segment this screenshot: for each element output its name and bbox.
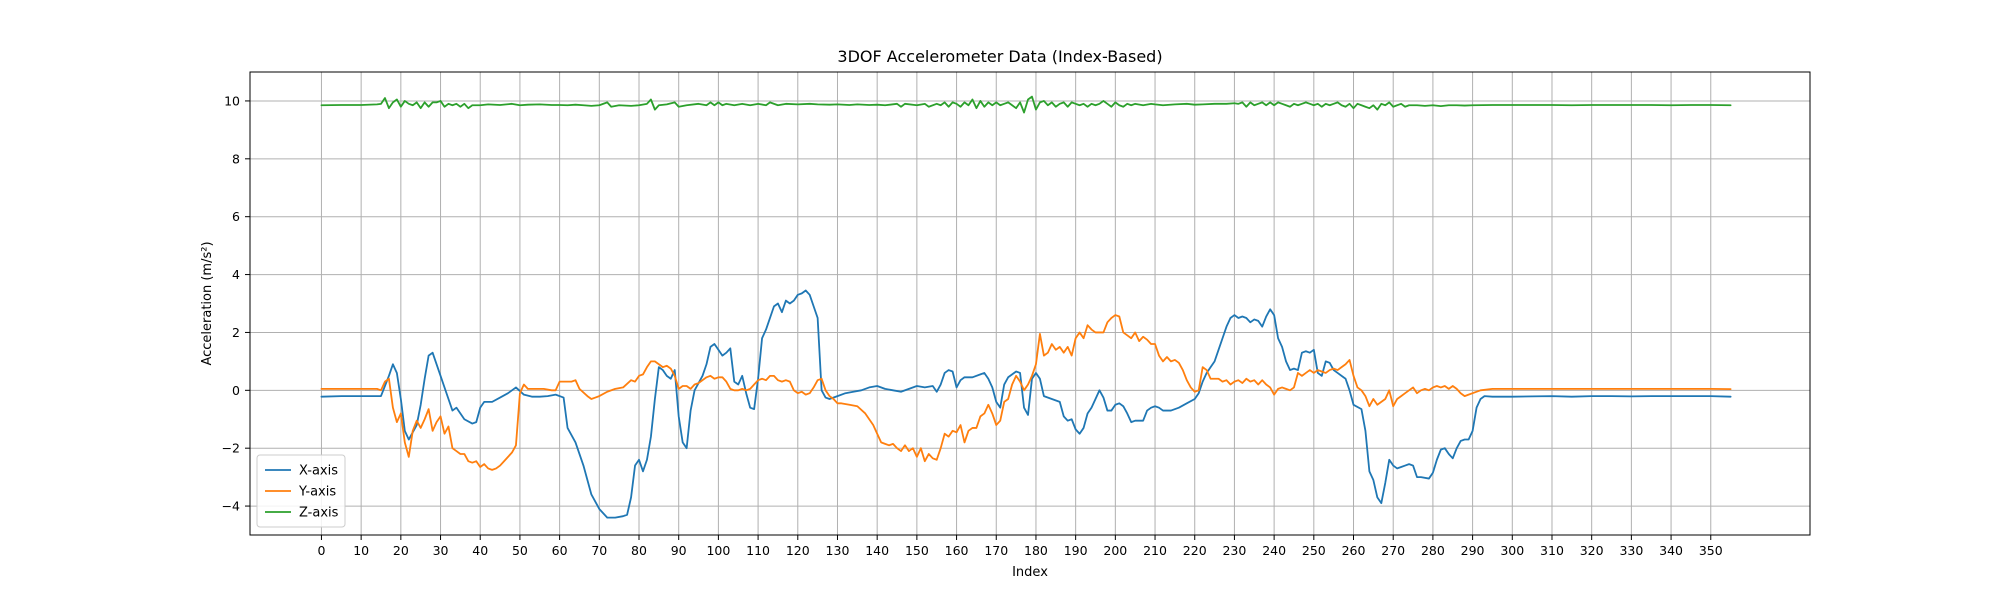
x-tick-label: 300 [1500, 543, 1524, 558]
x-tick-label: 180 [1024, 543, 1048, 558]
series-line-x-axis [320, 289, 1732, 519]
legend: X-axis Y-axis Z-axis [256, 454, 346, 528]
x-tick-label: 20 [393, 543, 409, 558]
x-tick-label: 130 [826, 543, 850, 558]
series-line-z-axis [320, 95, 1732, 114]
y-tick-label: 10 [224, 93, 240, 108]
x-tick-label: 40 [472, 543, 488, 558]
legend-box [256, 454, 346, 528]
x-tick-label: 120 [786, 543, 810, 558]
x-tick-label: 140 [865, 543, 889, 558]
series-line-y-axis [320, 314, 1732, 471]
x-tick-label: 280 [1421, 543, 1445, 558]
x-tick-label: 30 [433, 543, 449, 558]
x-tick-label: 220 [1183, 543, 1207, 558]
y-tick-label: −2 [222, 441, 240, 456]
legend-label: Y-axis [298, 485, 336, 500]
y-tick-label: 0 [232, 383, 240, 398]
y-tick-label: 2 [232, 325, 240, 340]
x-tick-label: 100 [706, 543, 730, 558]
x-tick-label: 330 [1619, 543, 1643, 558]
x-tick-label: 260 [1342, 543, 1366, 558]
chart-title: 3DOF Accelerometer Data (Index-Based) [837, 47, 1162, 66]
x-tick-label: 290 [1461, 543, 1485, 558]
x-tick-label: 200 [1103, 543, 1127, 558]
x-tick-label: 0 [317, 543, 325, 558]
x-tick-label: 350 [1699, 543, 1723, 558]
series-lines [320, 95, 1732, 519]
x-tick-label: 230 [1222, 543, 1246, 558]
x-tick-label: 160 [945, 543, 969, 558]
plot-frame [249, 71, 1811, 536]
x-tick-label: 50 [512, 543, 528, 558]
x-tick-label: 60 [552, 543, 568, 558]
x-tick-label: 310 [1540, 543, 1564, 558]
x-tick-label: 250 [1302, 543, 1326, 558]
x-tick-label: 90 [671, 543, 687, 558]
x-tick-label: 150 [905, 543, 929, 558]
x-axis-label: Index [1012, 565, 1048, 580]
x-tick-label: 270 [1381, 543, 1405, 558]
x-tick-label: 10 [353, 543, 369, 558]
y-axis-label: Acceleration (m/s²) [200, 241, 215, 365]
legend-label: X-axis [299, 464, 338, 479]
x-tick-label: 170 [984, 543, 1008, 558]
legend-label: Z-axis [299, 506, 339, 521]
x-tick-label: 80 [631, 543, 647, 558]
x-tick-label: 240 [1262, 543, 1286, 558]
y-tick-label: 6 [232, 209, 240, 224]
x-tick-label: 190 [1064, 543, 1088, 558]
grid-lines [250, 72, 1810, 535]
y-tick-label: 4 [232, 267, 240, 282]
x-tick-label: 210 [1143, 543, 1167, 558]
x-tick-label: 70 [591, 543, 607, 558]
x-tick-label: 110 [746, 543, 770, 558]
y-tick-label: 8 [232, 151, 240, 166]
y-tick-label: −4 [222, 499, 240, 514]
x-tick-label: 320 [1580, 543, 1604, 558]
axis-ticks: 0 10 20 30 40 50 60 70 80 90 100 110 120 130 140 150 160… [222, 93, 1723, 558]
x-tick-label: 340 [1659, 543, 1683, 558]
